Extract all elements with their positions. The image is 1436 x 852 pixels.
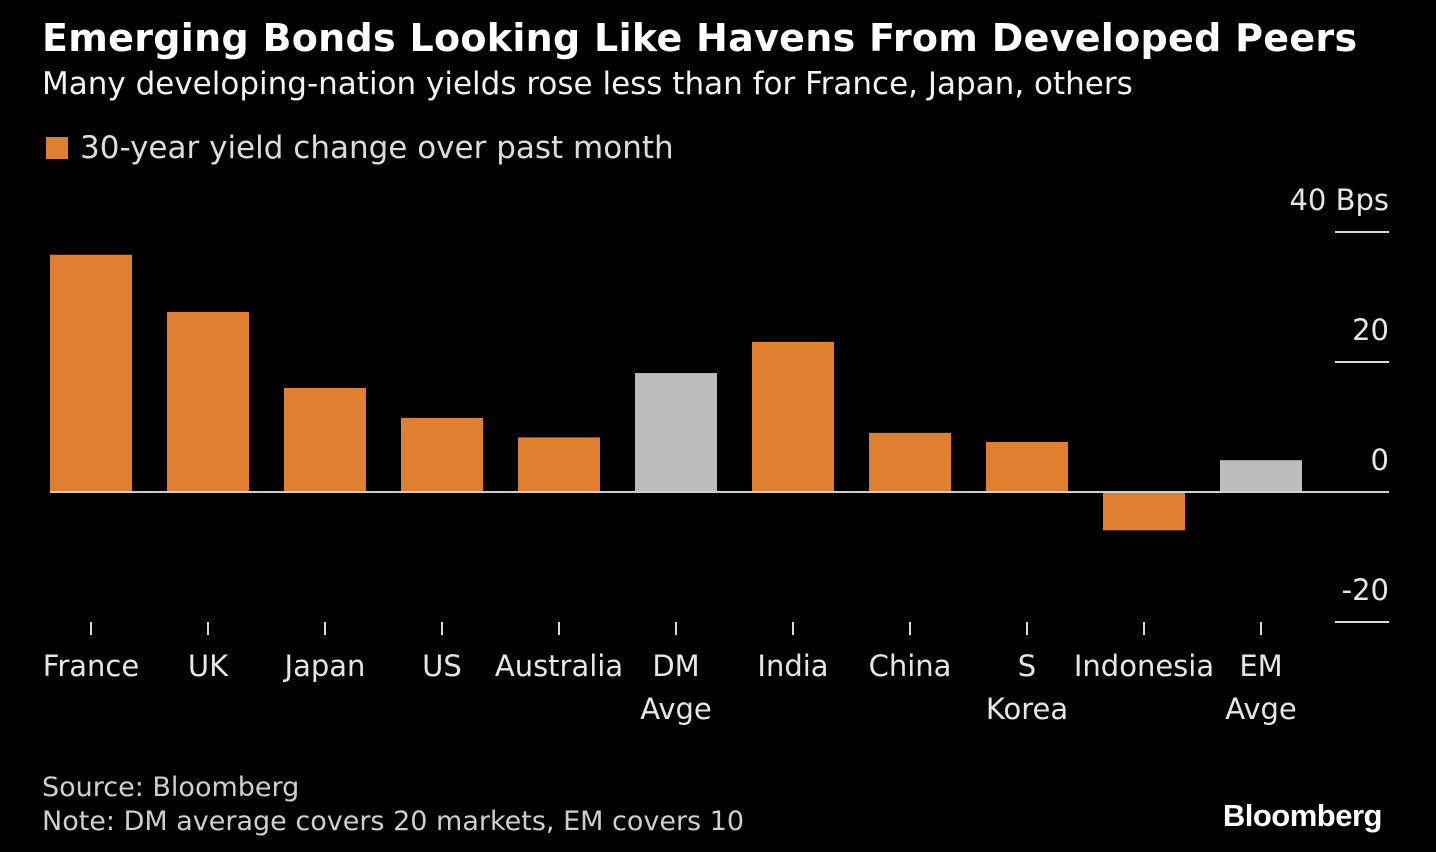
y-tick-label-0: 40 Bps: [1289, 183, 1389, 217]
bar-uk: [167, 311, 249, 492]
legend: 30-year yield change over past month: [46, 130, 674, 166]
bar-france: [50, 254, 132, 492]
y-tick-label-2: 0: [1371, 443, 1389, 477]
legend-swatch: [46, 137, 68, 159]
x-tick-label-8-1: Korea: [986, 692, 1068, 726]
footnote: Note: DM average covers 20 markets, EM c…: [42, 806, 745, 837]
x-tick-label-9-0: Indonesia: [1074, 649, 1214, 683]
x-tick-label-1-0: UK: [188, 649, 229, 683]
bar-us: [401, 417, 483, 492]
x-tick-label-10-1: Avge: [1225, 692, 1297, 726]
bar-australia: [518, 437, 600, 492]
bar-em-avge: [1220, 460, 1302, 492]
x-tick-label-5-0: DM: [652, 649, 699, 683]
bar-indonesia: [1103, 492, 1185, 531]
x-tick-label-6-0: India: [757, 649, 828, 683]
y-tick-label-1: 20: [1352, 313, 1389, 347]
bar-dm-avge: [635, 373, 717, 492]
bar-s-korea: [986, 441, 1068, 492]
y-tick-label-3: -20: [1342, 573, 1389, 607]
bar-india: [752, 341, 834, 492]
x-tick-label-8-0: S: [1018, 649, 1036, 683]
bloomberg-logo: Bloomberg: [1222, 798, 1383, 833]
x-tick-label-3-0: US: [422, 649, 462, 683]
bar-china: [869, 432, 951, 492]
y-axis: 40 Bps 20 0 -20: [50, 183, 1389, 623]
x-tick-label-7-0: China: [869, 649, 952, 683]
bar-japan: [284, 388, 366, 492]
legend-label: 30-year yield change over past month: [80, 130, 674, 166]
chart-subtitle: Many developing-nation yields rose less …: [42, 66, 1133, 102]
source-note: Source: Bloomberg: [42, 772, 300, 803]
x-tick-label-4-0: Australia: [495, 649, 623, 683]
x-axis: France UK Japan US Australia DM Avge India China…: [43, 622, 1297, 726]
x-tick-label-10-0: EM: [1239, 649, 1282, 683]
bars-group: [50, 254, 1302, 531]
x-tick-label-2-0: Japan: [283, 649, 366, 683]
x-tick-label-5-1: Avge: [640, 692, 712, 726]
x-tick-label-0-0: France: [43, 649, 139, 683]
chart-title: Emerging Bonds Looking Like Havens From …: [42, 16, 1358, 60]
